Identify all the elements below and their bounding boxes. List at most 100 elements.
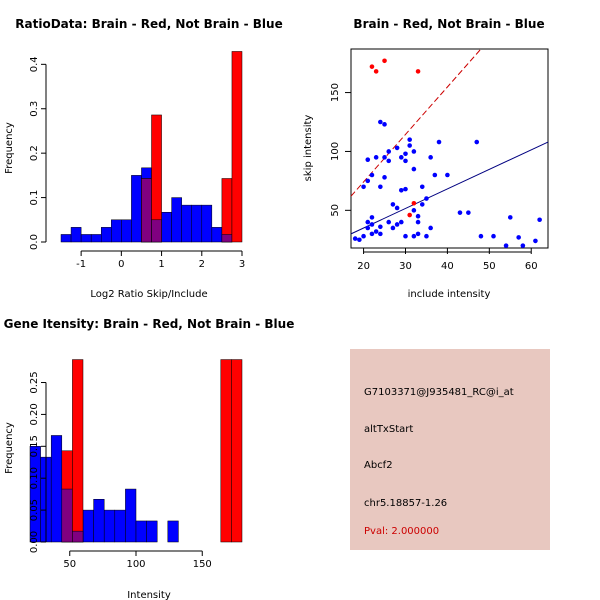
scatter-blue-point-45 — [419, 202, 425, 207]
ratio-axes: -1 0 1 2 3 0.0 0.1 0.2 0.3 0.4 — [29, 56, 245, 270]
scatter-y-tick-label-2: 150 — [330, 83, 341, 102]
gene-bars — [29, 359, 243, 543]
scatter-red-point-5 — [415, 69, 421, 74]
scatter-blue-point-42 — [415, 219, 421, 225]
gene-overlap-bar-0 — [61, 488, 73, 543]
scatter-blue-point-34 — [403, 158, 408, 164]
ratio-x-tick-label-2: 1 — [158, 259, 164, 270]
gene-blue-bar-7 — [103, 509, 116, 543]
info-panel: G7103371@J935481_RC@i_at altTxStart Abcf… — [350, 349, 550, 550]
scatter-blue-point-63 — [533, 238, 538, 244]
scatter-blue-point-57 — [478, 233, 484, 239]
gene-y-tick-label-5: 0.25 — [29, 371, 40, 393]
scatter-blue-point-5 — [369, 222, 375, 227]
ratio-blue-bar-3 — [90, 234, 102, 243]
gene-blue-bar-12 — [167, 520, 179, 543]
gene-red-bar-1 — [72, 359, 84, 543]
gene-y-tick-label-3: 0.15 — [29, 435, 40, 457]
scatter-blue-point-36 — [407, 143, 412, 148]
scatter-x-tick-label-0: 20 — [357, 261, 370, 272]
scatter-blue-point-4 — [365, 219, 371, 225]
scatter-chart-title: Brain - Red, Not Brain - Blue — [353, 17, 544, 31]
ratio-blue-bar-14 — [201, 204, 213, 243]
scatter-x-tick-label-4: 60 — [525, 261, 538, 272]
gene-y-axis-label: Frequency — [4, 422, 15, 474]
scatter-blue-point-12 — [369, 231, 375, 237]
gene-blue-bar-2 — [50, 435, 63, 543]
scatter-blue-point-26 — [394, 205, 400, 211]
scatter-red-point-4 — [411, 200, 417, 206]
ratio-blue-bar-6 — [121, 219, 132, 243]
scatter-y-tick-label-0: 50 — [330, 204, 341, 217]
gene-overlap-bar-1 — [72, 530, 84, 543]
gene-blue-bar-11 — [146, 520, 158, 543]
scatter-blue-point-25 — [390, 225, 396, 231]
ratio-y-tick-label-4: 0.4 — [29, 56, 40, 72]
scatter-blue-point-49 — [428, 225, 433, 231]
scatter-fit-lines — [350, 48, 549, 235]
ratio-x-axis-label: Log2 Ratio Skip/Include — [90, 289, 207, 300]
scatter-plot-box — [350, 48, 549, 249]
scatter-blue-point-44 — [415, 231, 421, 237]
location-text: chr5.18857-1.26 — [364, 498, 448, 509]
ratio-y-tick-label-3: 0.3 — [29, 101, 40, 117]
scatter-blue-point-18 — [382, 122, 387, 127]
ratio-blue-bar-5 — [111, 219, 122, 243]
scatter-blue-point-30 — [398, 188, 404, 193]
gene-name-text: Abcf2 — [364, 460, 393, 471]
scatter-blue-point-61 — [516, 235, 521, 240]
gene-red-bar-2 — [220, 359, 232, 543]
ratio-overlap-bar-2 — [221, 234, 233, 243]
scatter-blue-point-31 — [398, 219, 404, 225]
gene-x-axis-label: Intensity — [127, 590, 171, 600]
gene-x-tick-label-1: 100 — [126, 559, 145, 570]
ratio-x-tick-label-3: 2 — [199, 259, 205, 270]
pval-text: Pval: 2.000000 — [364, 526, 440, 537]
scatter-blue-point-24 — [386, 219, 392, 225]
gene-x-tick-label-0: 50 — [63, 559, 76, 570]
scatter-blue-point-37 — [407, 137, 412, 142]
scatter-red-point-1 — [373, 69, 379, 74]
scatter-blue-point-60 — [507, 215, 513, 220]
ratio-x-tick-label-4: 3 — [239, 259, 245, 270]
scatter-y-axis-label: skip intensity — [303, 115, 314, 182]
scatter-blue-point-41 — [411, 233, 417, 239]
scatter-blue-point-1 — [357, 237, 362, 243]
scatter-blue-point-33 — [403, 233, 408, 239]
scatter-x-tick-label-3: 50 — [483, 261, 496, 272]
gene-red-bar-3 — [231, 359, 243, 543]
ratio-red-bar-2 — [221, 178, 233, 243]
scatter-blue-point-19 — [382, 155, 387, 160]
ratio-red-bar-3 — [231, 51, 243, 243]
ratio-blue-bar-7 — [131, 175, 142, 243]
gene-intensity-histogram: Gene Itensity: Brain - Red, Not Brain - … — [4, 317, 295, 600]
scatter-blue-point-10 — [365, 157, 371, 162]
scatter-blue-point-16 — [378, 184, 383, 190]
scatter-blue-point-54 — [457, 210, 463, 215]
scatter-axes: 20 30 40 50 60 50 100 150 — [330, 83, 538, 272]
scatter-fit-line-1 — [350, 48, 482, 197]
scatter-blue-point-40 — [411, 208, 417, 213]
scatter-blue-point-51 — [432, 172, 438, 178]
ratio-blue-bar-12 — [181, 204, 192, 243]
ratio-blue-bar-15 — [211, 227, 223, 243]
scatter-blue-point-55 — [466, 210, 471, 215]
gene-y-tick-label-2: 0.10 — [29, 467, 40, 489]
gene-blue-bar-5 — [82, 509, 94, 543]
scatter-blue-point-7 — [365, 178, 371, 184]
scatter-red-point-0 — [369, 64, 375, 69]
scatter-x-tick-label-1: 30 — [399, 261, 412, 272]
gene-blue-bar-10 — [135, 520, 147, 543]
gene-chart-title: Gene Itensity: Brain - Red, Not Brain - … — [4, 317, 295, 331]
ratio-x-tick-label-0: -1 — [76, 259, 86, 270]
scatter-blue-point-21 — [386, 149, 392, 154]
scatter-blue-point-43 — [415, 213, 421, 219]
scatter-blue-point-23 — [390, 202, 396, 207]
scatter-blue-point-64 — [537, 217, 542, 223]
ratio-blue-bar-10 — [161, 211, 172, 243]
probe-id-text: G7103371@J935481_RC@i_at — [364, 387, 514, 398]
scatter-y-tick-label-1: 100 — [330, 142, 341, 161]
scatter-blue-point-59 — [503, 243, 509, 248]
scatter-blue-point-56 — [474, 139, 480, 145]
scatter-blue-point-15 — [378, 231, 383, 237]
